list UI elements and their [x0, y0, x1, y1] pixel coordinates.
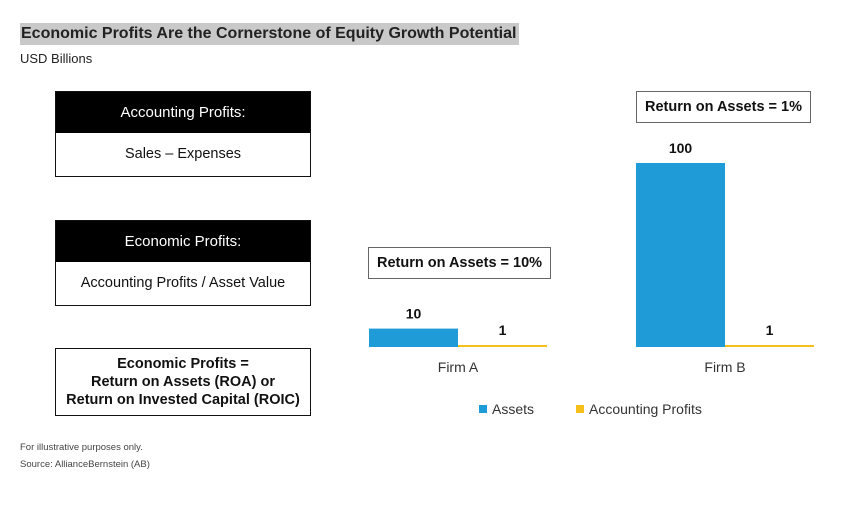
legend-swatch-assets — [479, 405, 487, 413]
bar-firm-a-accounting-profits — [458, 345, 547, 347]
accounting-profits-formula: Sales – Expenses — [124, 146, 242, 162]
data-label-firm-b-assets: 100 — [669, 140, 693, 156]
legend-label-accounting-profits: Accounting Profits — [589, 401, 702, 417]
accounting-profits-heading: Accounting Profits: — [56, 92, 310, 133]
footnote-source: Source: AllianceBernstein (AB) — [20, 459, 150, 470]
legend-label-assets: Assets — [492, 401, 535, 417]
summary-line-3: Return on Invested Capital (ROIC) — [66, 392, 300, 408]
data-label-firm-b-accounting-profits: 1 — [766, 322, 774, 338]
data-label-firm-a-accounting-profits: 1 — [499, 322, 507, 338]
category-label-firm-b: Firm B — [704, 359, 745, 375]
summary-line-1: Economic Profits = — [117, 356, 249, 372]
economic-profits-box: Economic Profits: Accounting Profits / A… — [55, 220, 311, 306]
summary-line-2: Return on Assets (ROA) or — [91, 374, 275, 390]
firm-a-roa-annotation: Return on Assets = 10% — [368, 247, 552, 279]
economic-profits-formula: Accounting Profits / Asset Value — [80, 275, 286, 291]
firm-b-roa-annotation: Return on Assets = 1% — [636, 91, 811, 123]
footnote-illustrative: For illustrative purposes only. — [20, 442, 143, 453]
data-label-firm-a-assets: 10 — [406, 306, 422, 322]
bar-firm-b-accounting-profits — [725, 345, 814, 347]
economic-profits-heading: Economic Profits: — [56, 221, 310, 262]
legend-item-assets: Assets — [479, 401, 534, 417]
bar-firm-b-assets — [636, 163, 725, 347]
accounting-profits-box: Accounting Profits: Sales – Expenses — [55, 91, 311, 177]
economic-profits-summary-box: Economic Profits = Return on Assets (ROA… — [55, 348, 311, 416]
legend-item-accounting-profits: Accounting Profits — [576, 401, 702, 417]
bar-firm-a-assets — [369, 328, 458, 347]
category-label-firm-a: Firm A — [438, 359, 479, 375]
chart-subtitle: USD Billions — [20, 51, 93, 66]
chart-title: Economic Profits Are the Cornerstone of … — [20, 23, 520, 45]
legend-swatch-accounting-profits — [576, 405, 584, 413]
